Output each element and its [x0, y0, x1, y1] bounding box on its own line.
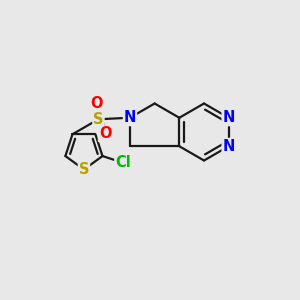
Text: N: N	[223, 110, 235, 125]
Text: Cl: Cl	[115, 155, 131, 170]
Text: O: O	[99, 126, 111, 141]
Text: N: N	[124, 110, 136, 125]
Text: S: S	[93, 112, 104, 127]
Text: O: O	[91, 96, 103, 111]
Text: S: S	[79, 162, 89, 177]
Text: N: N	[223, 139, 235, 154]
